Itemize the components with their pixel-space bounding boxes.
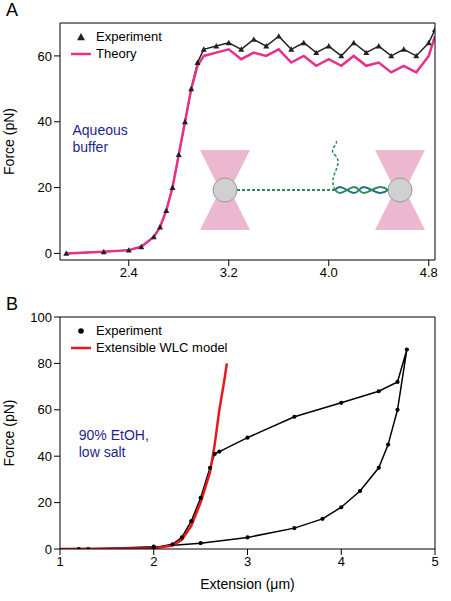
html-text:B: B	[6, 294, 18, 314]
svg-text:4.0: 4.0	[320, 265, 338, 280]
svg-text:5: 5	[431, 554, 438, 569]
svg-text:4: 4	[338, 554, 345, 569]
svg-text:60: 60	[38, 49, 52, 64]
svg-text:40: 40	[38, 449, 52, 464]
svg-text:Aqueousbuffer: Aqueousbuffer	[73, 122, 128, 155]
svg-text:60: 60	[38, 402, 52, 417]
svg-text:90% EtOH,low salt: 90% EtOH,low salt	[79, 427, 149, 460]
html-text:A: A	[6, 0, 18, 20]
svg-text:0: 0	[45, 542, 52, 557]
svg-text:4.8: 4.8	[420, 265, 438, 280]
svg-text:100: 100	[30, 310, 52, 325]
svg-text:3: 3	[244, 554, 251, 569]
html-text:Experiment: Experiment	[96, 323, 162, 338]
svg-text:Force (pN): Force (pN)	[1, 108, 17, 175]
svg-text:1: 1	[56, 554, 63, 569]
html-text:Extensible WLC model: Extensible WLC model	[96, 340, 228, 355]
html-text:Theory: Theory	[96, 46, 137, 61]
svg-text:Extension (μm): Extension (μm)	[200, 576, 294, 592]
svg-text:2.4: 2.4	[120, 265, 138, 280]
svg-text:2: 2	[150, 554, 157, 569]
svg-text:Force (pN): Force (pN)	[1, 400, 17, 467]
html-text:Experiment: Experiment	[96, 29, 162, 44]
svg-text:0: 0	[45, 246, 52, 261]
svg-text:40: 40	[38, 114, 52, 129]
svg-text:20: 20	[38, 180, 52, 195]
svg-text:80: 80	[38, 356, 52, 371]
svg-text:3.2: 3.2	[220, 265, 238, 280]
svg-text:20: 20	[38, 495, 52, 510]
